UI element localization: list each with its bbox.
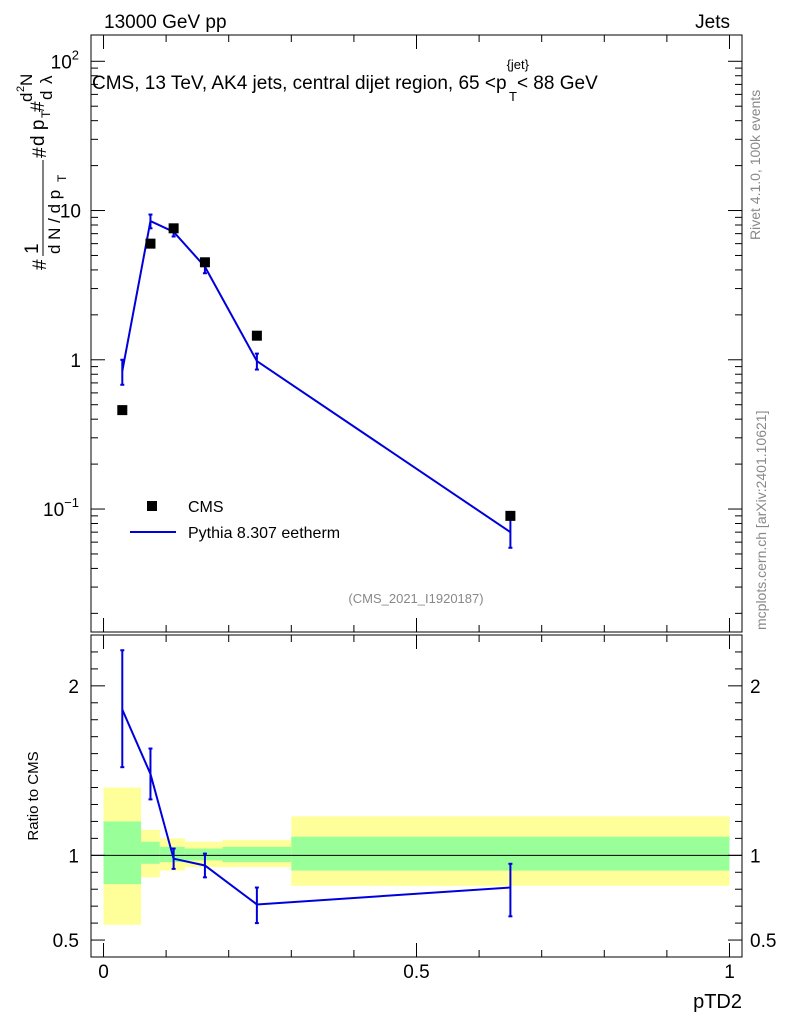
main-y-tick-label: 10−1 xyxy=(43,495,79,521)
svg-text:d p: d p xyxy=(28,120,49,146)
ratio-x-tick-labels: 0 0.5 1 xyxy=(98,962,735,983)
ratio-x-tick-label: 0 xyxy=(98,962,109,983)
header-energy-label: 13000 GeV pp xyxy=(104,12,227,33)
svg-text:#: # xyxy=(30,259,51,270)
svg-text:N: N xyxy=(17,74,36,86)
svg-text:#: # xyxy=(30,147,51,158)
side-mcplots-label: mcplots.cern.ch [arXiv:2401.10621] xyxy=(753,411,769,630)
svg-text:λ: λ xyxy=(37,75,56,84)
ratio-x-tick-label: 0.5 xyxy=(403,962,429,983)
legend-cms-label: CMS xyxy=(188,499,224,516)
cms-data-point xyxy=(251,330,262,341)
ratio-y-tick-label-right: 0.5 xyxy=(750,931,776,952)
ratio-x-tick-label: 1 xyxy=(724,962,735,983)
main-axis-ticks xyxy=(91,35,742,632)
side-rivet-label: Rivet 4.1.0, 100k events xyxy=(747,90,763,240)
cms-data-point xyxy=(145,238,156,249)
plot-title: CMS, 13 TeV, AK4 jets, central dijet reg… xyxy=(92,57,598,104)
ratio-y-tick-label-right: 1 xyxy=(750,846,761,867)
main-y-tick-labels: 102 10 1 10−1 xyxy=(43,47,81,521)
ratio-series-line xyxy=(121,709,511,906)
main-y-axis-label: # 1 d N / d p T # d p T # d 2 N d λ xyxy=(15,74,69,270)
ratio-y-tick-label: 2 xyxy=(68,677,79,698)
svg-text:2: 2 xyxy=(15,86,27,92)
cms-data-point xyxy=(505,510,516,521)
ratio-y-axis-label: Ratio to CMS xyxy=(25,751,42,840)
ratio-band-inner xyxy=(141,841,160,864)
svg-text:#: # xyxy=(28,101,49,112)
svg-text:d: d xyxy=(37,91,56,100)
cms-data-point xyxy=(117,405,128,416)
main-y-tick-label: 102 xyxy=(51,47,79,73)
main-y-tick-label: 10 xyxy=(60,202,81,223)
ratio-y-tick-label: 0.5 xyxy=(53,931,79,952)
ratio-y-tick-labels: 2 2 1 1 0.5 0.5 xyxy=(53,677,777,952)
mc-series-line xyxy=(121,219,511,533)
analysis-id-label: (CMS_2021_I1920187) xyxy=(348,591,483,606)
cms-data-point xyxy=(199,257,210,268)
svg-text:1: 1 xyxy=(22,243,43,254)
header-jets-label: Jets xyxy=(695,12,730,33)
cms-data-point xyxy=(168,223,179,234)
ratio-axis-ticks xyxy=(91,634,742,958)
svg-text:d N / d p: d N / d p xyxy=(45,190,64,254)
x-axis-label: pTD2 xyxy=(693,991,742,1013)
legend-mc-label: Pythia 8.307 eetherm xyxy=(188,525,340,542)
main-panel-frame xyxy=(90,34,743,633)
svg-text:T: T xyxy=(39,110,53,118)
svg-text:T: T xyxy=(55,174,69,182)
legend-cms-marker xyxy=(147,501,157,511)
legend: CMS Pythia 8.307 eetherm xyxy=(130,499,340,542)
ratio-band-inner xyxy=(103,821,142,885)
ratio-y-tick-label-right: 2 xyxy=(750,677,761,698)
main-y-tick-label: 1 xyxy=(70,351,81,372)
ratio-panel-frame xyxy=(90,634,743,958)
ratio-y-tick-label: 1 xyxy=(68,846,79,867)
ratio-band-inner xyxy=(222,846,292,863)
svg-text:d: d xyxy=(17,93,36,102)
